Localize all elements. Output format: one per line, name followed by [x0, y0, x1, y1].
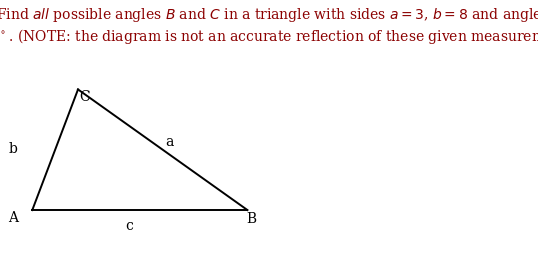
Text: Find $\mathit{all}$ possible angles $B$ and $C$ in a triangle with sides $a = 3$: Find $\mathit{all}$ possible angles $B$ … — [0, 6, 538, 24]
Text: $A = 18^\circ$. (NOTE: the diagram is not an accurate reflection of these given : $A = 18^\circ$. (NOTE: the diagram is no… — [0, 27, 538, 46]
Text: c: c — [125, 219, 133, 233]
Text: A: A — [9, 211, 18, 225]
Text: a: a — [165, 135, 174, 150]
Text: b: b — [9, 142, 18, 156]
Text: C: C — [80, 90, 90, 104]
Text: B: B — [247, 212, 257, 226]
